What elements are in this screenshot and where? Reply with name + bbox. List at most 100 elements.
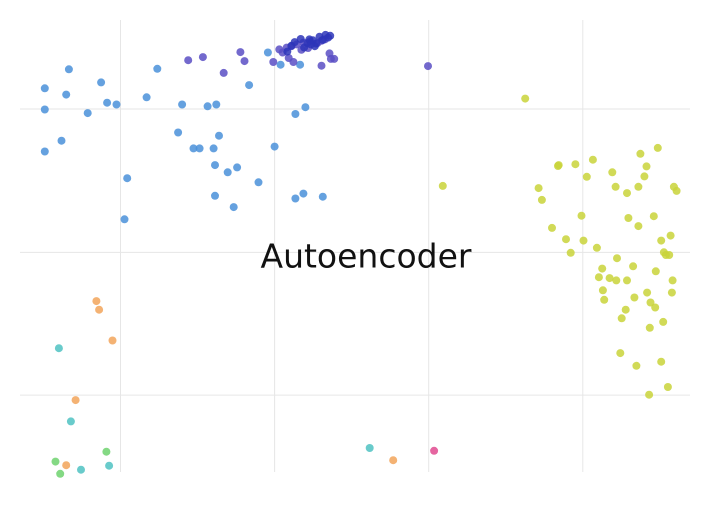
data-point [667,288,676,297]
data-point [537,195,546,204]
data-point [103,98,112,107]
data-point [123,174,132,183]
data-point [612,276,621,285]
data-point [263,48,272,57]
data-point [598,264,607,273]
data-point [651,267,660,276]
data-point [600,295,609,304]
data-point [624,214,633,222]
data-point [642,162,651,171]
data-point [40,105,49,114]
data-point [105,461,114,470]
data-point [571,160,580,169]
data-point [77,465,85,474]
data-point [330,54,339,63]
data-point [95,305,104,314]
data-point [240,57,249,66]
data-point [64,65,73,74]
data-point [223,168,232,177]
data-point [621,305,630,314]
data-point [296,35,305,43]
data-point [195,144,204,153]
data-point [649,212,658,221]
data-point [598,286,607,295]
data-point [424,62,432,71]
data-point [269,58,278,66]
data-point [57,136,66,145]
data-point [254,178,263,187]
data-point [669,182,678,191]
data-point [632,361,641,370]
data-point [617,314,626,323]
data-point [623,276,631,285]
data-point [245,81,254,90]
data-point [40,147,49,156]
data-point [389,456,398,465]
data-point [317,61,326,70]
data-point [83,109,92,118]
data-point [215,131,223,140]
data-point [640,172,649,181]
data-point [579,236,588,245]
data-point [291,110,300,118]
data-point [608,168,617,177]
data-point [588,155,597,164]
series-3 [438,94,681,399]
data-point [270,142,279,151]
data-point [62,90,71,99]
grid-lines [20,20,690,472]
data-point [613,254,621,263]
data-point [306,40,315,49]
series-5 [54,344,374,474]
series-0 [40,48,327,224]
data-point [630,293,639,302]
data-point [643,288,652,297]
data-point [212,100,221,109]
data-point [629,262,638,271]
data-point [299,189,308,198]
data-point [236,48,245,57]
data-point [534,184,543,193]
data-point [666,231,675,240]
data-point [211,191,219,200]
data-point [97,78,106,87]
data-point [102,447,111,456]
data-point [554,161,563,170]
data-point [636,149,645,158]
data-point [203,102,212,111]
data-point [209,144,218,153]
data-point [184,56,193,65]
data-point [54,344,63,353]
series-2 [283,30,335,56]
data-point [657,236,666,245]
data-point [634,222,643,231]
data-point [120,215,129,224]
data-point [112,100,121,109]
data-point [325,49,334,58]
data-point [668,276,677,285]
data-point [665,251,674,259]
data-point [663,383,672,391]
data-point [211,161,219,170]
data-point [594,273,603,282]
data-point [634,182,643,191]
data-point [646,298,655,307]
data-point [562,235,570,244]
data-point [153,64,162,73]
data-point [229,203,238,212]
data-point [291,194,300,203]
data-point [301,103,310,112]
data-point [233,163,242,172]
data-point [318,192,327,201]
data-point [51,457,60,466]
data-point [276,60,285,69]
data-point [142,93,151,102]
data-point [651,303,660,312]
data-point [592,243,601,252]
data-point [566,248,575,257]
series-7 [430,446,439,455]
data-point [198,53,207,62]
data-point [189,144,198,153]
data-point [438,181,447,190]
